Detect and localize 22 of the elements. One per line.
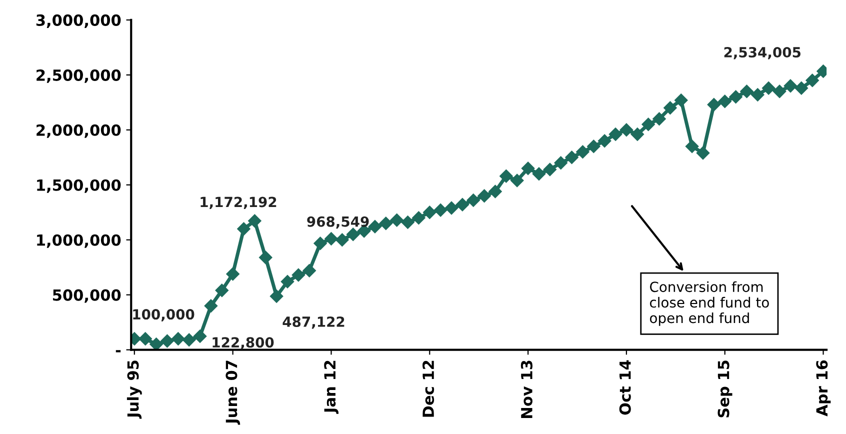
x-tick-label: Sep 15 [718, 360, 732, 418]
y-tick-label: 500,000 [53, 289, 121, 303]
x-tick-label: Oct 14 [619, 360, 631, 415]
data-label: 487,122 [282, 316, 344, 329]
data-label: 100,000 [133, 309, 194, 322]
y-tick-label: 2,000,000 [36, 124, 121, 138]
y-tick-label: - [116, 350, 121, 352]
data-label: 968,549 [307, 216, 369, 229]
y-tick-label: 1,500,000 [37, 179, 121, 193]
annotation: Conversion from close end fund to open end fund [650, 281, 769, 326]
y-tick-label: 2,500,000 [36, 69, 121, 83]
y-tick-label: 1,000,000 [37, 234, 121, 248]
x-tick-label: July 95 [126, 360, 142, 419]
data-label: 1,172,192 [200, 196, 276, 210]
y-tick-label: 3,000,000 [36, 14, 121, 28]
x-tick-label: June 07 [226, 360, 240, 425]
x-tick-label: Nov 13 [520, 360, 532, 418]
x-tick-label: Dec 12 [422, 360, 434, 417]
x-tick-label: Jan 12 [324, 360, 338, 414]
data-label: 2,534,005 [724, 47, 800, 60]
data-label: 122,800 [212, 337, 274, 350]
x-tick-label: Apr 16 [816, 360, 831, 416]
